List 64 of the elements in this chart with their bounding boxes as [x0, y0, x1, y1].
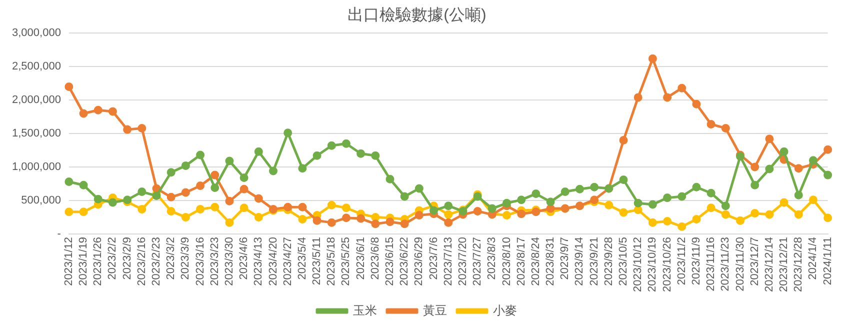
- x-tick-label: 2023/11/2: [676, 236, 688, 286]
- x-tick-label: 2023/4/20: [267, 236, 280, 286]
- x-tick-label: 2023/9/21: [588, 236, 600, 286]
- y-tick-label: 500,000: [21, 194, 61, 207]
- x-tick-label: 2023/6/22: [398, 236, 411, 286]
- x-tick-label: 2023/3/9: [180, 236, 192, 280]
- x-tick-label: 2023/7/6: [428, 236, 440, 280]
- x-tick-label: 2024/1/11: [822, 236, 834, 286]
- y-tick-label: 1,500,000: [12, 128, 61, 140]
- x-tick-label: 2023/10/5: [618, 236, 630, 286]
- x-tick-label: 2023/6/8: [369, 236, 382, 280]
- x-tick-label: 2023/12/21: [778, 236, 790, 292]
- x-tick-label: 2023/9/14: [574, 236, 586, 286]
- x-tick-label: 2023/11/23: [720, 236, 732, 292]
- y-tick-label: -: [57, 228, 62, 240]
- x-tick-label: 2023/12/14: [763, 236, 776, 292]
- y-tick-label: 2,500,000: [12, 60, 61, 73]
- x-tick-label: 2023/11/30: [734, 236, 746, 292]
- x-tick-label: 2023/2/16: [136, 236, 148, 286]
- x-tick-label: 2023/8/31: [544, 236, 557, 286]
- x-tick-label: 2023/3/2: [165, 236, 178, 280]
- x-tick-label: 2023/1/26: [92, 236, 104, 286]
- legend-label: 黃豆: [423, 303, 447, 318]
- x-tick-label: 2023/12/28: [792, 236, 805, 292]
- x-tick-label: 2023/8/10: [500, 236, 513, 286]
- x-tick-label: 2023/4/6: [238, 236, 250, 280]
- legend-label: 小麥: [493, 303, 517, 318]
- x-tick-label: 2023/5/4: [296, 236, 308, 280]
- x-tick-label: 2023/7/20: [456, 236, 469, 286]
- x-tick-label: 2023/5/18: [326, 236, 338, 286]
- x-tick-label: 2023/10/19: [646, 236, 659, 292]
- x-tick-label: 2023/3/16: [194, 236, 206, 286]
- x-tick-label: 2023/3/30: [223, 236, 236, 286]
- x-tick-label: 2023/2/23: [150, 236, 163, 286]
- x-tick-label: 2023/2/9: [121, 236, 134, 280]
- y-tick-label: 1,000,000: [12, 161, 61, 174]
- x-tick-label: 2023/9/28: [602, 236, 615, 286]
- x-tick-label: 2023/6/15: [384, 236, 396, 286]
- x-tick-label: 2023/6/29: [413, 236, 426, 286]
- x-tick-label: 2023/1/12: [62, 236, 75, 286]
- x-tick-label: 2023/9/7: [559, 236, 572, 280]
- x-tick-label: 2023/5/25: [340, 236, 352, 286]
- x-tick-label: 2023/10/26: [661, 236, 674, 292]
- x-tick-label: 2023/4/27: [282, 236, 294, 286]
- x-tick-label: 2024/1/4: [807, 236, 820, 280]
- x-tick-label: 2023/8/17: [515, 236, 528, 286]
- y-tick-label: 3,000,000: [12, 27, 61, 40]
- x-tick-label: 2023/6/1: [354, 236, 367, 280]
- x-tick-label: 2023/11/16: [705, 236, 718, 292]
- x-tick-label: 2023/1/19: [78, 236, 90, 286]
- x-tick-label: 2023/3/23: [208, 236, 221, 286]
- x-tick-label: 2023/5/11: [311, 236, 324, 286]
- x-tick-label: 2023/7/13: [442, 236, 454, 286]
- y-tick-label: 2,000,000: [12, 94, 61, 106]
- x-tick-label: 2023/2/2: [106, 236, 119, 280]
- x-tick-label: 2023/4/13: [252, 236, 265, 286]
- x-tick-label: 2023/11/9: [690, 236, 702, 286]
- chart-title: 出口檢驗數據(公噸): [348, 6, 486, 24]
- x-tick-label: 2023/10/12: [632, 236, 644, 292]
- legend-label: 玉米: [353, 303, 377, 318]
- x-tick-label: 2023/8/3: [486, 236, 498, 280]
- x-tick-label: 2023/7/27: [472, 236, 484, 286]
- x-tick-label: 2023/8/24: [530, 236, 542, 286]
- x-tick-label: 2023/12/7: [748, 236, 761, 286]
